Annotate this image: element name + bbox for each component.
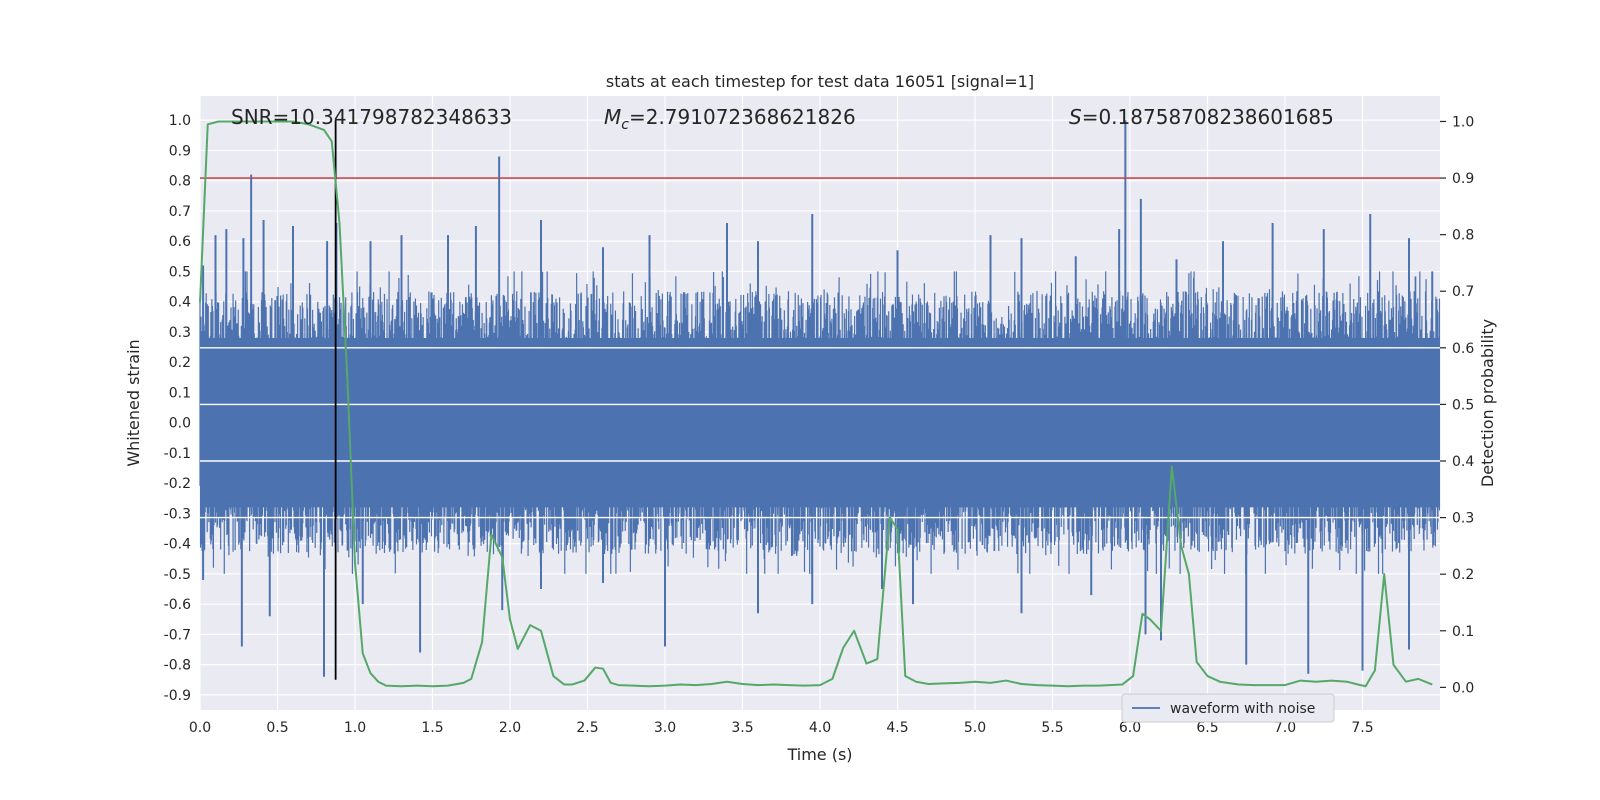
y2-axis-label: Detection probability [1478,319,1497,487]
x-tick-label: 2.0 [499,720,521,736]
x-tick-label: 2.5 [576,720,598,736]
mc-symbol: M [604,105,621,129]
y2-tick-label: 1.0 [1452,114,1474,130]
y-tick-label: 0.6 [169,234,191,250]
snr-annotation: SNR=10.341798782348633 [231,105,512,129]
legend-box [1121,693,1335,723]
probability-line [199,120,1433,688]
y-tick-label: 0.7 [169,204,191,220]
x-tick-label: 3.5 [731,720,753,736]
mc-value: =2.791072368621826 [629,105,856,129]
y-ticks: 1.0 0.9 0.8 0.7 0.6 0.5 0.4 0.3 0.2 0.1 0.0 -0.1 -0.… [164,113,191,704]
s-symbol: S [1069,105,1082,129]
y2-tick-label: 0.3 [1452,511,1474,527]
x-tick-label: 4.5 [886,720,908,736]
y-tick-label: 0.3 [169,325,191,341]
y-tick-label: 0.4 [169,295,191,311]
y2-tick-label: 0.2 [1452,567,1474,583]
y-tick-label: -0.6 [164,597,191,613]
y2-tick-label: 0.4 [1452,454,1474,470]
x-tick-label: 7.0 [1274,720,1296,736]
y2-tick-label: 0.8 [1452,228,1474,244]
y2-ticks: 1.0 0.9 0.8 0.7 0.6 0.5 0.4 0.3 0.2 0.1 0.0 [1440,114,1474,696]
y2-tick-label: 0.9 [1452,171,1474,187]
legend: waveform with noise [1121,693,1335,723]
x-ticks: 0.0 0.5 1.0 1.5 2.0 2.5 3.0 3.5 4.0 4.5 5.0 5.5 6.0 6… [189,720,1374,736]
mc-subscript: c [621,117,629,133]
legend-entry: waveform with noise [1170,701,1315,717]
probability-series [199,120,1433,688]
x-tick-label: 3.0 [654,720,676,736]
s-value: =0.18758708238601685 [1082,105,1334,129]
x-tick-label: 0.5 [266,720,288,736]
chart-title: stats at each timestep for test data 160… [606,72,1034,91]
y-axis-label: Whitened strain [124,339,143,466]
waveform-noise [199,271,1441,574]
y-tick-label: 0.1 [169,385,191,401]
x-tick-label: 6.5 [1196,720,1218,736]
y-tick-label: -0.5 [164,567,191,583]
y-tick-label: 0.8 [169,174,191,190]
waveform-series [199,120,1441,677]
x-tick-label: 4.0 [809,720,831,736]
y2-tick-label: 0.1 [1452,624,1474,640]
y2-tick-label: 0.6 [1452,341,1474,357]
y-tick-label: -0.7 [164,627,191,643]
y2-tick-label: 0.7 [1452,284,1474,300]
x-axis-label: Time (s) [786,745,852,764]
x-tick-label: 6.0 [1119,720,1141,736]
x-tick-label: 7.5 [1351,720,1373,736]
x-tick-label: 0.0 [189,720,211,736]
y-tick-label: 0.0 [169,416,191,432]
y2-tick-label: 0.0 [1452,680,1474,696]
y-tick-label: -0.2 [164,476,191,492]
y-tick-label: -0.3 [164,506,191,522]
x-tick-label: 1.5 [421,720,443,736]
x-tick-label: 5.0 [964,720,986,736]
s-annotation: S=0.18758708238601685 [1069,105,1334,129]
overlay-lines [200,120,1440,680]
y-tick-label: -0.1 [164,446,191,462]
y-tick-label: -0.4 [164,537,191,553]
mc-annotation: Mc=2.791072368621826 [604,105,856,133]
x-tick-label: 1.0 [344,720,366,736]
y2-tick-label: 0.5 [1452,397,1474,413]
y-tick-label: 0.5 [169,264,191,280]
y-tick-label: -0.8 [164,658,191,674]
y-tick-label: -0.9 [164,688,191,704]
y-tick-label: 1.0 [169,113,191,129]
y-tick-label: 0.9 [169,143,191,159]
y-tick-label: 0.2 [169,355,191,371]
x-tick-label: 5.5 [1041,720,1063,736]
